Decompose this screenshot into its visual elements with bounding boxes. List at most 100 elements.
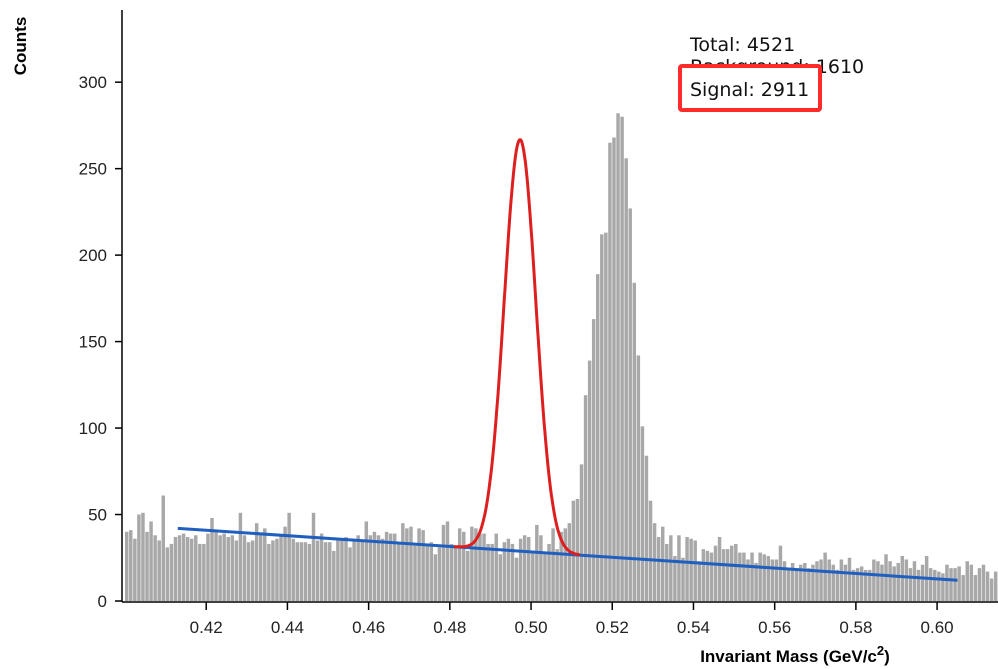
histogram-bar bbox=[283, 526, 287, 601]
histogram-bar bbox=[336, 538, 340, 601]
histogram-bar bbox=[279, 535, 283, 601]
y-tick-label: 0 bbox=[98, 592, 107, 611]
histogram-bar bbox=[506, 538, 511, 601]
histogram-bar bbox=[535, 524, 539, 601]
histogram-bar bbox=[539, 535, 543, 601]
histogram-bar bbox=[405, 528, 409, 601]
axes: 0 50 100 150 200 250 300 0.42 0.44 0.46 0.48 0.50 0.… bbox=[11, 10, 998, 666]
histogram-bar bbox=[421, 530, 425, 601]
histogram-bar bbox=[149, 521, 153, 601]
histogram-bar bbox=[259, 535, 263, 601]
histogram-bar bbox=[368, 535, 373, 601]
histogram-bar bbox=[133, 538, 137, 601]
histogram-bar bbox=[222, 533, 226, 601]
histogram-bar bbox=[872, 559, 876, 601]
histogram-bar bbox=[413, 545, 417, 601]
histogram-bar bbox=[660, 526, 665, 601]
histogram-bar bbox=[437, 547, 442, 601]
histogram-bar bbox=[482, 533, 486, 601]
histogram-bar bbox=[319, 533, 324, 601]
histogram-bar bbox=[876, 561, 880, 601]
histogram-bar bbox=[502, 542, 507, 601]
histogram-bar bbox=[364, 521, 369, 601]
histogram-bar bbox=[226, 537, 230, 601]
histogram-bar bbox=[774, 559, 779, 601]
histogram-bar bbox=[953, 568, 957, 601]
histogram-bar bbox=[600, 234, 604, 602]
histogram-bar bbox=[681, 557, 685, 601]
histogram-bar bbox=[384, 531, 389, 601]
histogram-bar bbox=[433, 554, 438, 601]
histogram-bar bbox=[868, 569, 872, 601]
histogram-bar bbox=[250, 540, 255, 601]
histogram-bar bbox=[340, 538, 344, 601]
histogram-bar bbox=[263, 528, 267, 601]
histogram-bar bbox=[125, 531, 129, 601]
histogram-bar bbox=[543, 552, 547, 601]
y-tick-label: 50 bbox=[88, 506, 107, 525]
histogram-bar bbox=[287, 512, 291, 601]
histogram-bar bbox=[303, 542, 308, 601]
histogram-bar bbox=[945, 564, 949, 601]
histogram-bar bbox=[981, 564, 986, 601]
histogram-bar bbox=[762, 554, 766, 601]
histogram-bar bbox=[937, 571, 941, 601]
histogram-bar bbox=[717, 537, 722, 601]
histogram-bar bbox=[165, 547, 170, 601]
histogram-bar bbox=[352, 540, 356, 601]
histogram-bar bbox=[457, 528, 462, 601]
histogram-bar bbox=[514, 557, 519, 601]
histogram-bar bbox=[323, 542, 328, 601]
histogram-bar bbox=[823, 552, 827, 601]
histogram-bar bbox=[474, 528, 478, 601]
histogram-bar bbox=[616, 113, 620, 601]
y-axis-title: Counts bbox=[11, 17, 30, 76]
x-tick-label: 0.48 bbox=[433, 618, 466, 637]
histogram-bar bbox=[778, 545, 783, 601]
histogram-bar bbox=[551, 528, 555, 601]
histogram-bar bbox=[665, 543, 669, 601]
y-tick-label: 200 bbox=[79, 246, 107, 265]
histogram-bar bbox=[153, 535, 157, 601]
histogram-bar bbox=[851, 569, 856, 601]
histogram-bar bbox=[969, 564, 974, 601]
histogram-bar bbox=[835, 569, 840, 601]
histogram-bar bbox=[206, 533, 210, 601]
signal-highlight-box bbox=[678, 64, 822, 112]
histogram-bar bbox=[267, 543, 271, 601]
histogram-bar bbox=[770, 559, 775, 601]
histogram-bar bbox=[478, 533, 482, 601]
histogram-bar bbox=[242, 535, 247, 601]
histogram-bar bbox=[604, 232, 608, 601]
histogram-bar bbox=[185, 537, 190, 601]
histogram-bar bbox=[397, 543, 401, 601]
histogram-bar bbox=[652, 523, 657, 601]
histogram-bar bbox=[790, 562, 795, 601]
y-tick-label: 150 bbox=[79, 333, 107, 352]
histogram-bar bbox=[827, 559, 831, 601]
histogram-bar bbox=[754, 562, 758, 601]
histogram-bar bbox=[344, 537, 348, 601]
histogram-bar bbox=[693, 540, 697, 601]
histogram-bar bbox=[141, 512, 145, 601]
histogram-bar bbox=[758, 552, 762, 601]
histogram-bar bbox=[591, 319, 596, 601]
histogram-bar bbox=[669, 535, 673, 601]
histogram-bar bbox=[648, 500, 653, 601]
histogram-bar bbox=[677, 535, 681, 601]
histogram-bar bbox=[470, 526, 474, 601]
histogram-bar bbox=[181, 533, 186, 601]
histogram-bar bbox=[466, 550, 470, 601]
histogram-bar bbox=[372, 531, 377, 601]
histogram-bar bbox=[965, 561, 969, 601]
histogram-bar bbox=[583, 395, 588, 601]
histogram-bar bbox=[920, 564, 925, 601]
histogram-bar bbox=[725, 549, 730, 601]
histogram-bar bbox=[246, 542, 251, 601]
histogram-bar bbox=[628, 208, 632, 602]
histogram-bar bbox=[311, 512, 316, 601]
histogram-bar bbox=[636, 355, 641, 601]
histogram-bar bbox=[449, 543, 454, 601]
histogram-bar bbox=[766, 556, 771, 601]
histogram-bar bbox=[230, 535, 235, 601]
